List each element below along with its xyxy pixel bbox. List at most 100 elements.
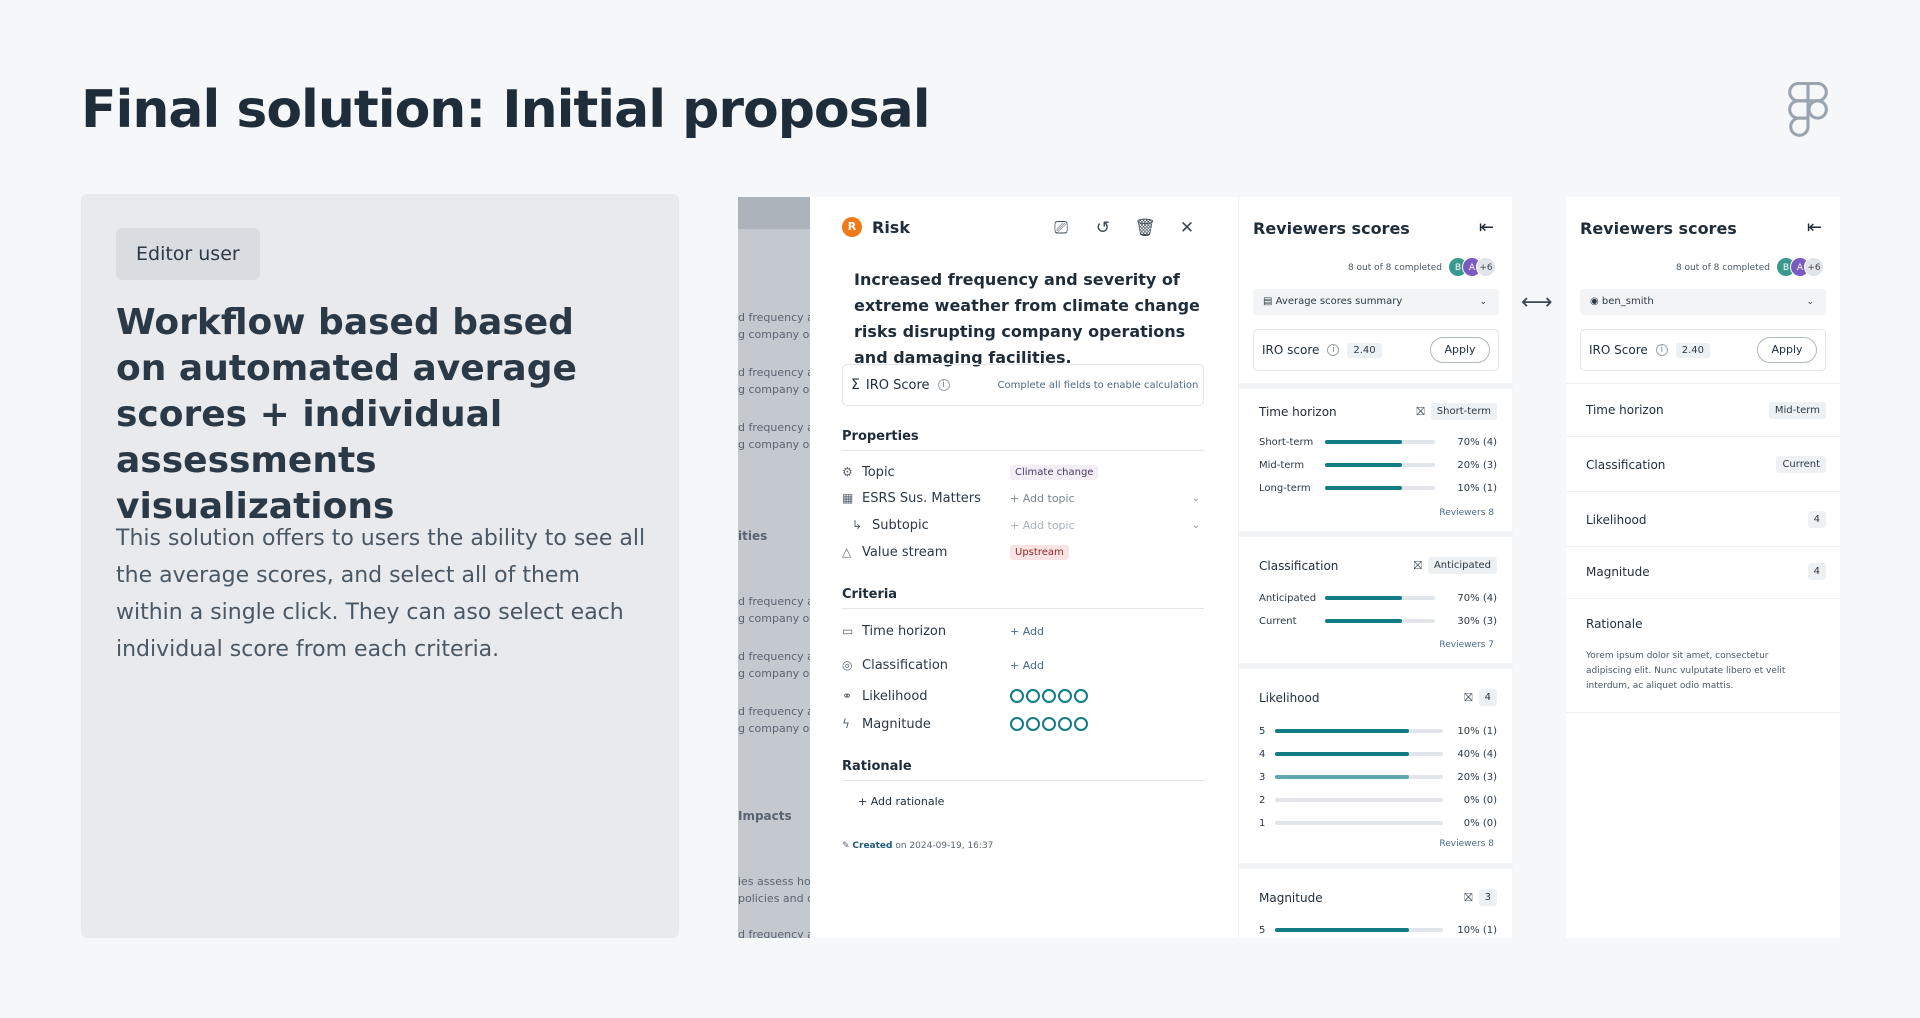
chevron-down-icon: ⌄ xyxy=(1806,297,1814,307)
bar-track xyxy=(1325,486,1435,490)
criteria-badge[interactable]: 4 xyxy=(1807,511,1826,528)
criteria-classification[interactable]: ◎ Classification + Add xyxy=(842,654,1204,676)
add-classification-link[interactable]: + Add xyxy=(1010,658,1045,672)
bar-track xyxy=(1275,798,1443,802)
bar-fill xyxy=(1325,596,1402,600)
criteria-label: Magnitude xyxy=(862,716,931,732)
bolt-icon: ϟ xyxy=(842,717,850,731)
rating-circle[interactable] xyxy=(1010,717,1024,731)
add-rationale-button[interactable]: + Add rationale xyxy=(858,795,944,808)
slide-title: Final solution: Initial proposal xyxy=(81,80,931,140)
rating-circle[interactable] xyxy=(1042,689,1056,703)
chevron-down-icon[interactable]: ⌄ xyxy=(1191,492,1200,504)
info-icon[interactable]: i xyxy=(1655,344,1668,356)
info-icon[interactable]: i xyxy=(937,379,950,391)
bar-track xyxy=(1325,463,1435,467)
criteria-badge[interactable]: Short-term xyxy=(1430,403,1497,420)
bar-percent: 70% (4) xyxy=(1457,592,1497,604)
property-esrs[interactable]: ▦ ESRS Sus. Matters + Add topic ⌄ xyxy=(842,487,1204,509)
undo-icon[interactable]: ↺ xyxy=(1095,218,1111,238)
criteria-badge[interactable]: Mid-term xyxy=(1768,401,1826,419)
rating-circle[interactable] xyxy=(1026,717,1040,731)
classification-header: Classification ⛝ Anticipated xyxy=(1259,557,1497,574)
rating-circle[interactable] xyxy=(1074,717,1088,731)
likelihood-rating[interactable] xyxy=(1010,689,1088,703)
divider xyxy=(842,450,1204,451)
apply-button[interactable]: Apply xyxy=(1757,337,1817,363)
rating-circle[interactable] xyxy=(1058,717,1072,731)
distribution-bar-row[interactable]: Mid-term 20% (3) xyxy=(1259,458,1497,472)
bar-label: 3 xyxy=(1259,771,1266,783)
bg-line: g company op xyxy=(738,612,810,625)
apply-button[interactable]: Apply xyxy=(1430,337,1490,363)
iro-score-hint: Complete all fields to enable calculatio… xyxy=(997,379,1199,391)
add-time-horizon-link[interactable]: + Add xyxy=(1010,624,1045,638)
gift-icon: ⛝ xyxy=(1413,558,1422,572)
bar-label: Short-term xyxy=(1259,436,1314,448)
bg-line: g company op xyxy=(738,722,810,735)
iro-score-label: IRO Score xyxy=(1589,343,1648,357)
distribution-bar-row[interactable]: 2 0% (0) xyxy=(1259,793,1497,807)
bg-line: policies and ca xyxy=(738,892,810,905)
collapse-panel-icon[interactable]: ⇤ xyxy=(1806,217,1822,238)
divider xyxy=(842,608,1204,609)
info-icon[interactable]: i xyxy=(1327,344,1340,356)
criteria-time-horizon[interactable]: ▭ Time horizon + Add xyxy=(842,620,1204,642)
distribution-bar-row[interactable]: Long-term 10% (1) xyxy=(1259,481,1497,495)
reviewer-select[interactable]: ▤ Average scores summary ⌄ xyxy=(1253,289,1499,315)
criteria-badge[interactable]: 4 xyxy=(1807,563,1826,580)
distribution-bar-row[interactable]: Short-term 70% (4) xyxy=(1259,435,1497,449)
rating-circle[interactable] xyxy=(1026,689,1040,703)
rating-circle[interactable] xyxy=(1074,689,1088,703)
close-icon[interactable]: ✕ xyxy=(1179,218,1195,238)
topic-icon: ⚙ xyxy=(842,465,853,479)
magnitude-rating[interactable] xyxy=(1010,717,1088,731)
property-value-stream[interactable]: △ Value stream Upstream xyxy=(842,541,1204,563)
topic-tag[interactable]: Climate change xyxy=(1010,464,1099,480)
pencil-icon: ✎ xyxy=(842,841,853,851)
distribution-bar-row[interactable]: 5 10% (1) xyxy=(1259,724,1497,738)
card-body: This solution offers to users the abilit… xyxy=(116,526,646,662)
upstream-tag[interactable]: Upstream xyxy=(1010,544,1069,560)
bg-line: g company op xyxy=(738,328,810,341)
background-table-strip: d frequency ar g company op d frequency … xyxy=(738,197,810,938)
avatar-more-count[interactable]: +6 xyxy=(1476,257,1496,277)
section-separator xyxy=(1239,663,1513,669)
distribution-bar-row[interactable]: 1 0% (0) xyxy=(1259,816,1497,830)
add-topic-link[interactable]: + Add topic xyxy=(1010,491,1075,505)
distribution-bar-row[interactable]: 3 20% (3) xyxy=(1259,770,1497,784)
criteria-likelihood[interactable]: ⚭ Likelihood xyxy=(842,685,1204,707)
rating-circle[interactable] xyxy=(1042,717,1056,731)
reviewer-avatars[interactable]: B A +6 xyxy=(1776,257,1824,277)
ui-mockup: d frequency ar g company op d frequency … xyxy=(738,197,1513,938)
property-subtopic[interactable]: ↳ Subtopic + Add topic ⌄ xyxy=(842,514,1204,536)
criteria-magnitude[interactable]: ϟ Magnitude xyxy=(842,713,1204,735)
collapse-panel-icon[interactable]: ⇤ xyxy=(1478,217,1494,238)
add-topic-link[interactable]: + Add topic xyxy=(1010,518,1075,532)
criteria-badge[interactable]: Anticipated xyxy=(1427,557,1497,574)
bar-track xyxy=(1275,928,1443,932)
distribution-bar-row[interactable]: Anticipated 70% (4) xyxy=(1259,591,1497,605)
rating-circle[interactable] xyxy=(1058,689,1072,703)
rating-circle[interactable] xyxy=(1010,689,1024,703)
bar-label: 2 xyxy=(1259,794,1266,806)
avatar-more-count[interactable]: +6 xyxy=(1804,257,1824,277)
criteria-badge[interactable]: 3 xyxy=(1478,889,1497,906)
bar-label: Mid-term xyxy=(1259,459,1305,471)
reviewer-select[interactable]: ◉ ben_smith ⌄ xyxy=(1580,289,1826,315)
reviewers-count: Reviewers 7 xyxy=(1439,640,1494,650)
rationale-row: Rationale xyxy=(1566,597,1840,651)
reviewers-scores-individual-panel: Reviewers scores ⇤ 8 out of 8 completed … xyxy=(1566,197,1840,938)
distribution-bar-row[interactable]: Current 30% (3) xyxy=(1259,614,1497,628)
distribution-bar-row[interactable]: 5 10% (1) xyxy=(1259,923,1497,937)
property-topic[interactable]: ⚙ Topic Climate change xyxy=(842,461,1204,483)
bar-track xyxy=(1275,752,1443,756)
reviewers-title: Reviewers scores xyxy=(1580,219,1737,238)
reviewer-avatars[interactable]: B A +6 xyxy=(1448,257,1496,277)
criteria-badge[interactable]: 4 xyxy=(1478,689,1497,706)
distribution-bar-row[interactable]: 4 40% (4) xyxy=(1259,747,1497,761)
criteria-badge[interactable]: Current xyxy=(1776,456,1826,473)
trash-icon[interactable]: 🗑 xyxy=(1134,218,1156,238)
chevron-down-icon[interactable]: ⌄ xyxy=(1191,519,1200,531)
presentation-icon[interactable]: ⎚ xyxy=(1054,218,1068,238)
